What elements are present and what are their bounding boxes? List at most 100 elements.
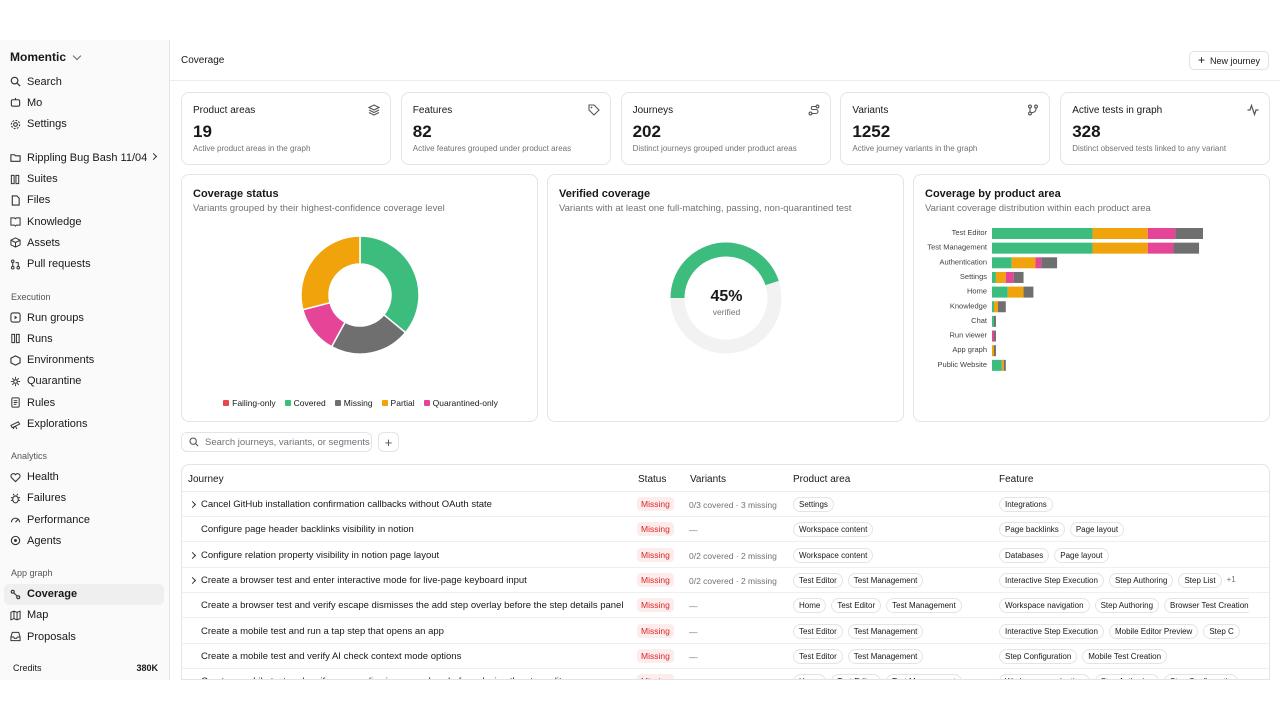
table-row[interactable]: Create a mobile test and verify AI check… <box>182 644 1269 669</box>
quarantine-icon <box>10 376 21 387</box>
feature-chip[interactable]: Step Configuration <box>999 648 1078 664</box>
sidebar-item-knowledge[interactable]: Knowledge <box>4 211 164 232</box>
table-row[interactable]: Create a browser test and verify escape … <box>182 593 1269 619</box>
feature-chip[interactable]: Integrations <box>999 497 1053 512</box>
sidebar-item-environments[interactable]: Environments <box>4 350 164 371</box>
sidebar-item-mo[interactable]: Mo <box>4 92 164 113</box>
sidebar-item-assets[interactable]: Assets <box>4 232 164 253</box>
journey-name: Configure relation property visibility i… <box>201 549 440 561</box>
feature-chip[interactable]: Page layout <box>1054 547 1109 563</box>
sidebar-item-rules[interactable]: Rules <box>4 392 164 413</box>
chevron-right-icon[interactable] <box>188 551 197 559</box>
sidebar-item-explorations[interactable]: Explorations <box>4 414 164 435</box>
feature-chip[interactable]: Interactive Step Execution <box>999 572 1104 588</box>
table-row[interactable]: Create a mobile test and verify escape d… <box>182 669 1269 679</box>
column-header[interactable]: Feature <box>999 474 1034 485</box>
sidebar-item-search[interactable]: Search <box>4 71 164 92</box>
stat-description: Distinct journeys grouped under product … <box>632 144 797 153</box>
sidebar-item-performance[interactable]: Performance <box>4 509 164 530</box>
column-header[interactable]: Product area <box>793 474 851 485</box>
pie-slice-covered <box>359 235 420 334</box>
feature-chip[interactable]: Step Authoring <box>1108 572 1174 588</box>
status-badge: Missing <box>637 522 674 537</box>
product-area-chip[interactable]: Test Editor <box>831 598 882 614</box>
table-row[interactable]: Create a browser test and enter interact… <box>182 568 1269 593</box>
new-journey-button[interactable]: + New journey <box>1189 51 1269 70</box>
runs-icon <box>10 333 21 344</box>
sidebar-item-agents[interactable]: Agents <box>4 530 164 551</box>
sidebar-item-coverage[interactable]: Coverage <box>4 583 164 605</box>
more-features-count[interactable]: +1 <box>1226 574 1236 584</box>
column-header[interactable]: Journey <box>188 474 224 485</box>
feature-chip[interactable]: Page backlinks <box>999 522 1065 538</box>
table-row[interactable]: Configure relation property visibility i… <box>182 543 1269 568</box>
feature-chip[interactable]: Interactive Step Execution <box>999 623 1104 639</box>
feature-chip[interactable]: Step Authoring <box>1094 674 1160 679</box>
product-area-chip[interactable]: Test Management <box>847 623 924 639</box>
table-row[interactable]: Cancel GitHub installation confirmation … <box>182 492 1269 517</box>
sidebar-item-health[interactable]: Health <box>4 467 164 488</box>
add-filter-button[interactable]: + <box>378 432 399 452</box>
feature-chip[interactable]: Step C <box>1203 623 1240 639</box>
sidebar-item-files[interactable]: Files <box>4 190 164 211</box>
product-area-chip[interactable]: Test Management <box>847 572 924 588</box>
sidebar-item-pull-requests[interactable]: Pull requests <box>4 254 164 275</box>
sidebar-item-suites[interactable]: Suites <box>4 169 164 190</box>
feature-chip[interactable]: Workspace navigation <box>999 598 1090 614</box>
box-icon <box>10 237 21 249</box>
product-area-chip[interactable]: Test Management <box>847 648 924 664</box>
chevron-right-icon[interactable] <box>188 576 197 584</box>
product-area-chip[interactable]: Workspace content <box>793 547 874 563</box>
column-header[interactable]: Variants <box>690 474 726 485</box>
sidebar-item-proposals[interactable]: Proposals <box>4 626 164 647</box>
journey-name: Configure page header backlinks visibili… <box>201 524 414 536</box>
feature-chip[interactable]: Workspace navigation <box>999 674 1090 679</box>
column-header[interactable]: Status <box>638 474 667 485</box>
bar-category-label: Settings <box>960 272 987 281</box>
sidebar-item-run-groups[interactable]: Run groups <box>4 307 164 328</box>
telescope-icon <box>10 419 21 430</box>
product-area-chip[interactable]: Test Editor <box>793 623 843 639</box>
feature-chip[interactable]: Databases <box>999 547 1050 563</box>
workspace-switcher[interactable]: Momentic <box>10 50 82 64</box>
table-row[interactable]: Configure page header backlinks visibili… <box>182 517 1269 543</box>
feature-chip[interactable]: Step Configuratio <box>1164 674 1238 679</box>
bar-segment-quarantined-only <box>1035 257 1042 269</box>
bar-segment-covered <box>992 301 994 313</box>
product-area-chip[interactable]: Test Management <box>886 674 962 679</box>
legend-label: Missing <box>343 398 373 408</box>
variants-summary: 0/3 covered · 3 missing <box>689 500 777 510</box>
bar-segment-quarantined-only <box>1005 271 1014 283</box>
sidebar-item-map[interactable]: Map <box>4 605 164 626</box>
product-area-chip[interactable]: Home <box>793 598 827 614</box>
feature-chip[interactable]: Browser Test Creation <box>1164 598 1249 614</box>
product-area-chip[interactable]: Test Editor <box>793 648 843 664</box>
product-area-chip[interactable]: Test Management <box>886 598 962 614</box>
bar-segment-covered <box>992 271 996 283</box>
layers-icon <box>367 104 381 116</box>
product-area-chip[interactable]: Test Editor <box>831 674 882 679</box>
status-badge: Missing <box>637 598 674 613</box>
credits-label: Credits <box>13 663 42 673</box>
bar-category-label: Authentication <box>939 257 987 266</box>
product-area-chip[interactable]: Settings <box>793 497 834 512</box>
feature-chip[interactable]: Step List <box>1178 572 1222 588</box>
sidebar-item-quarantine[interactable]: Quarantine <box>4 371 164 392</box>
sidebar-item-rippling-bug-bash-11-04[interactable]: Rippling Bug Bash 11/04 <box>4 147 164 168</box>
table-row[interactable]: Create a mobile test and run a tap step … <box>182 619 1269 644</box>
feature-chip[interactable]: Page layout <box>1069 522 1125 538</box>
bar-segment-missing <box>997 301 1006 313</box>
legend-item: Missing <box>334 398 373 408</box>
product-area-chip[interactable]: Workspace content <box>793 522 874 538</box>
sidebar-item-failures[interactable]: Failures <box>4 488 164 509</box>
sidebar-item-runs[interactable]: Runs <box>4 328 164 349</box>
product-area-chip[interactable]: Test Editor <box>793 572 843 588</box>
sidebar-item-settings[interactable]: Settings <box>4 114 164 135</box>
feature-chip[interactable]: Step Authoring <box>1094 598 1160 614</box>
product-area-chip[interactable]: Home <box>793 674 827 679</box>
chevron-right-icon[interactable] <box>188 500 197 509</box>
status-badge: Missing <box>637 648 674 663</box>
search-input[interactable] <box>205 436 370 448</box>
feature-chip[interactable]: Mobile Test Creation <box>1082 648 1168 664</box>
feature-chip[interactable]: Mobile Editor Preview <box>1108 623 1199 639</box>
